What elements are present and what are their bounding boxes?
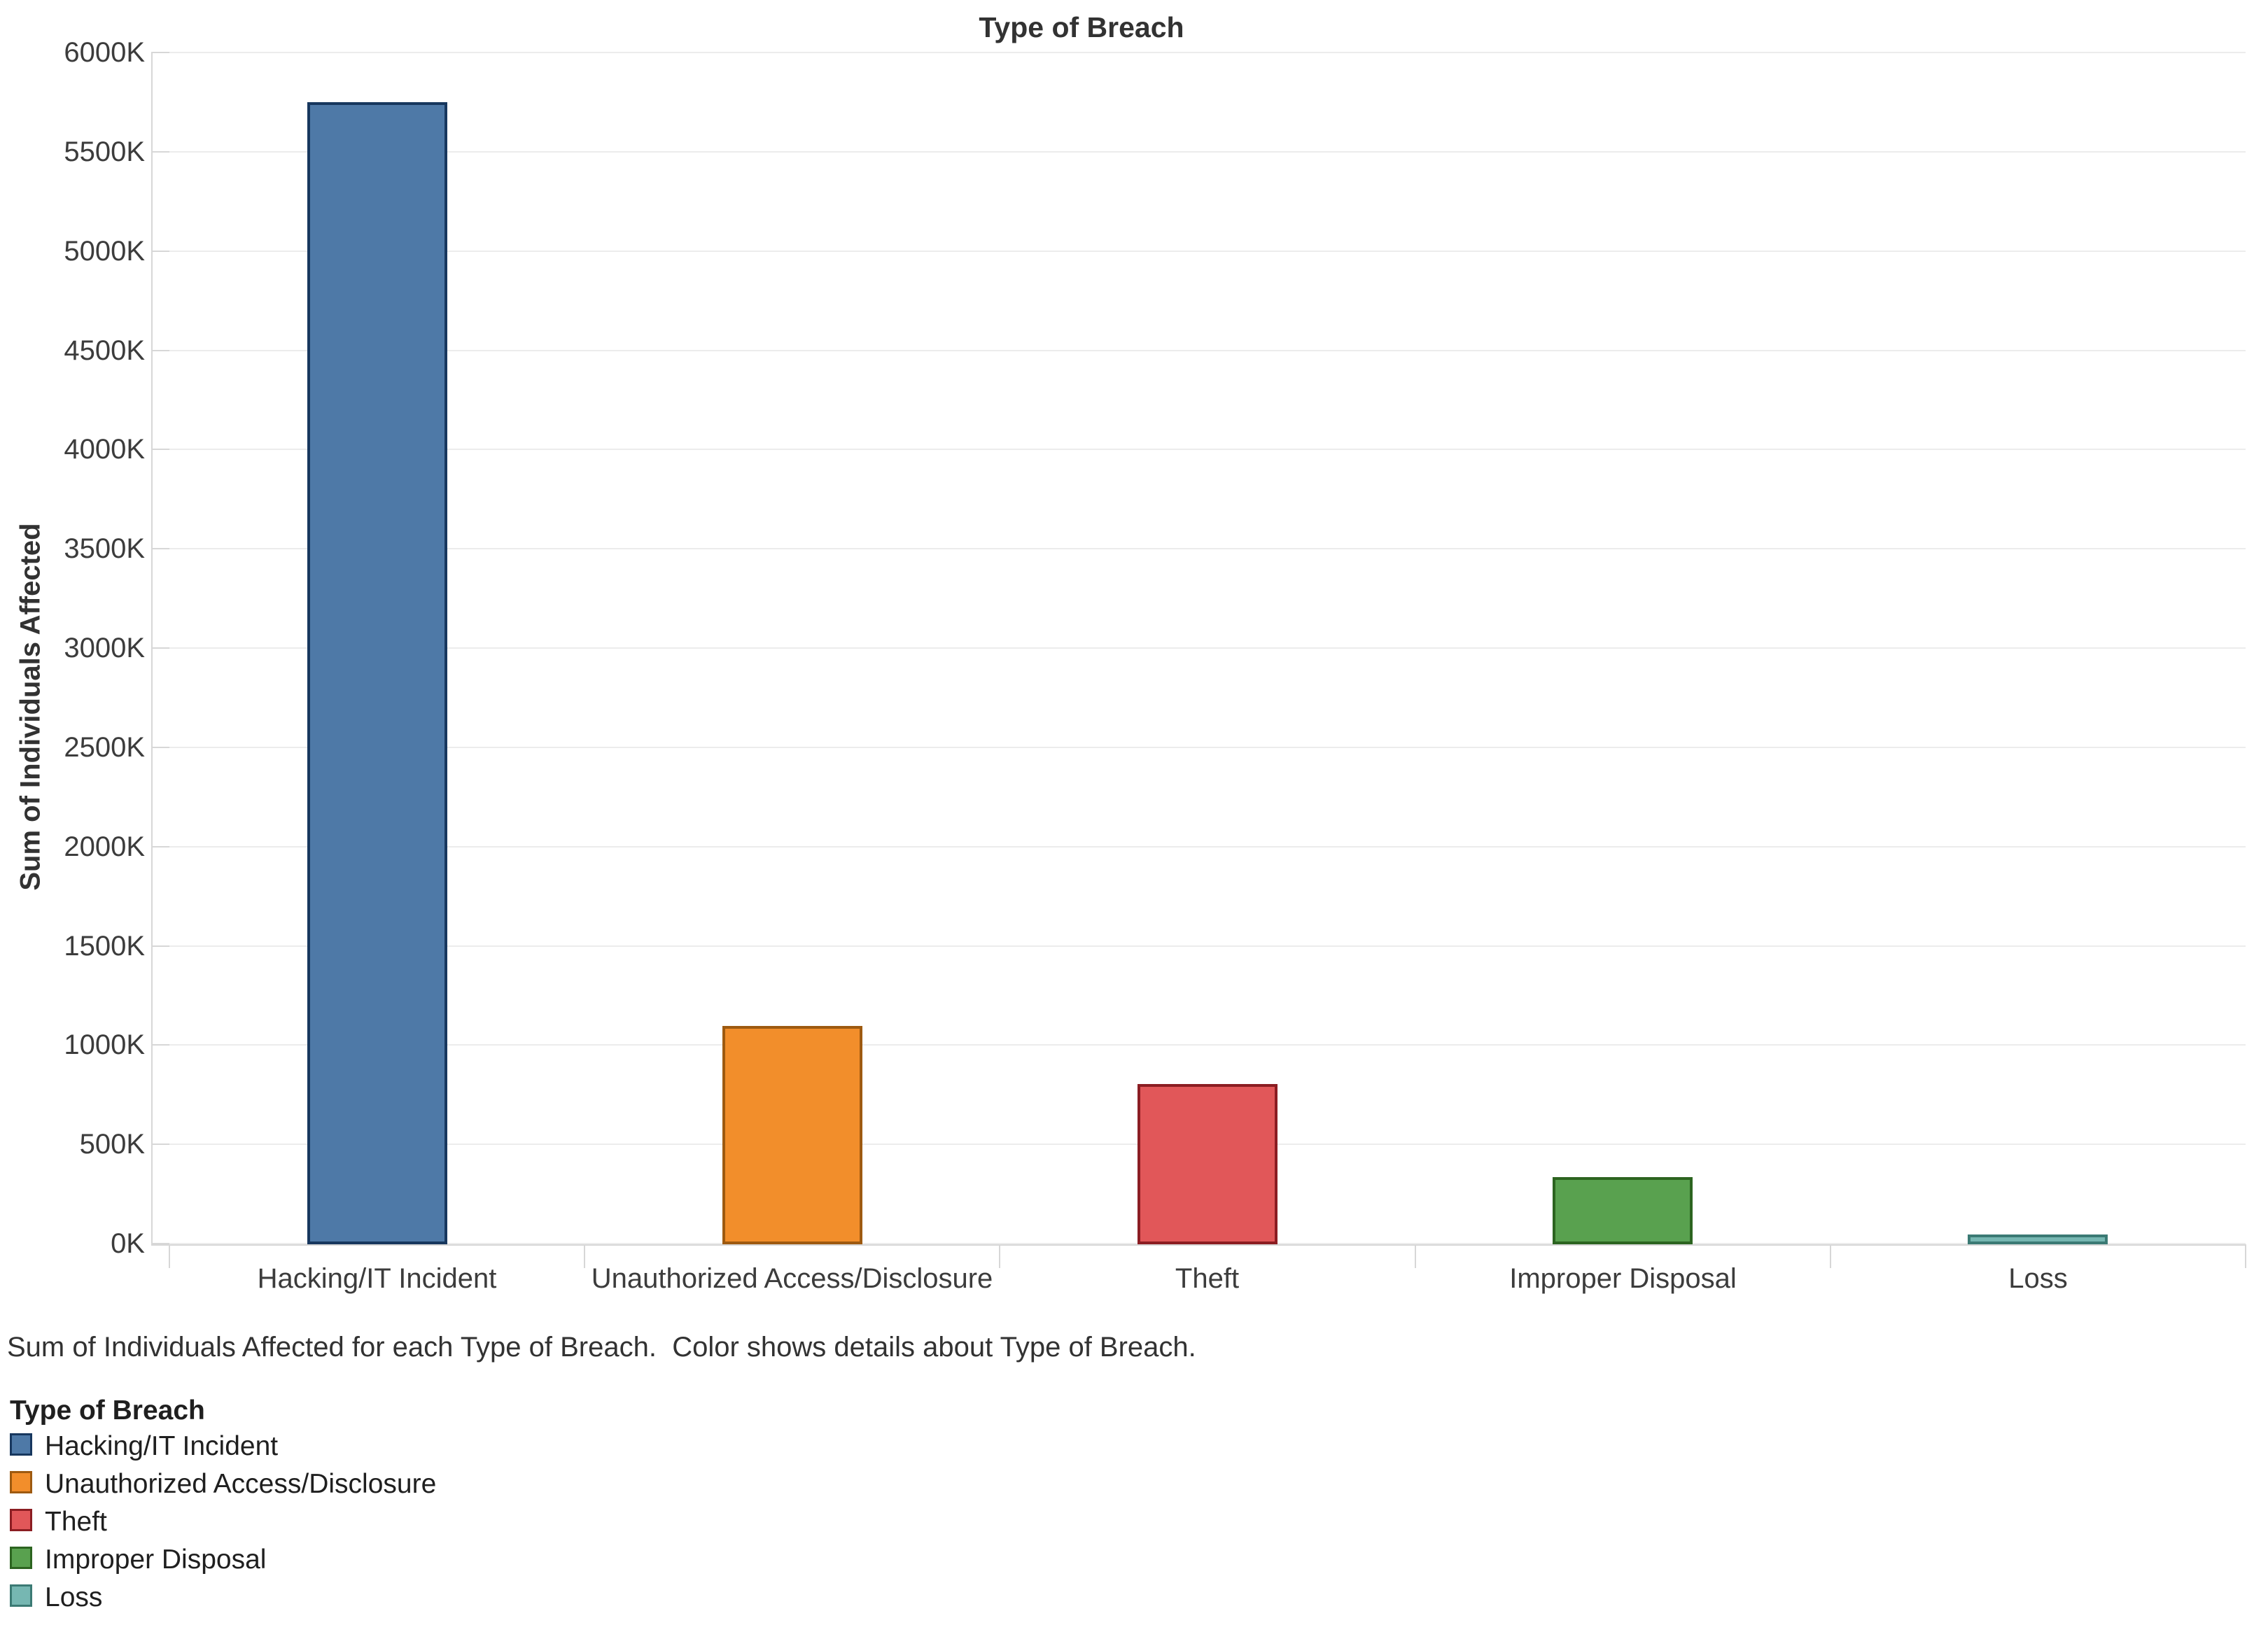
y-gridline xyxy=(169,151,2246,153)
y-axis-line xyxy=(151,52,153,1246)
y-axis-tick xyxy=(151,251,169,252)
legend-title: Type of Breach xyxy=(10,1395,205,1426)
legend-item-label: Theft xyxy=(45,1507,107,1537)
y-gridline xyxy=(169,747,2246,748)
category-label-loss: Loss xyxy=(2008,1263,2068,1294)
y-tick-label: 3500K xyxy=(64,533,145,564)
y-axis-tick xyxy=(151,747,169,748)
y-gridline xyxy=(169,548,2246,549)
y-axis-tick xyxy=(151,1144,169,1145)
y-axis-tick xyxy=(151,350,169,351)
y-tick-label: 500K xyxy=(79,1129,145,1160)
legend-swatch-hacking-it-incident xyxy=(10,1433,32,1456)
x-axis-line xyxy=(151,1244,2246,1246)
category-label-improper-disposal: Improper Disposal xyxy=(1509,1263,1737,1294)
y-tick-label: 5000K xyxy=(64,236,145,267)
y-axis-tick xyxy=(151,52,169,53)
x-axis-category-tick xyxy=(584,1244,585,1268)
y-axis-tick xyxy=(151,151,169,153)
y-tick-label: 1000K xyxy=(64,1029,145,1060)
y-axis-tick xyxy=(151,647,169,649)
y-axis-tick xyxy=(151,846,169,847)
y-gridline xyxy=(169,1044,2246,1046)
y-axis-tick xyxy=(151,1044,169,1046)
y-gridline xyxy=(169,647,2246,649)
bar-hacking-it-incident[interactable] xyxy=(307,102,447,1244)
x-axis-category-tick xyxy=(1830,1244,1831,1268)
y-axis-tick xyxy=(151,1243,169,1244)
legend-item-label: Loss xyxy=(45,1582,103,1612)
y-axis-tick xyxy=(151,548,169,549)
y-tick-label: 6000K xyxy=(64,37,145,68)
category-label-theft: Theft xyxy=(1175,1263,1240,1294)
bar-improper-disposal[interactable] xyxy=(1553,1177,1693,1244)
y-axis-tick xyxy=(151,945,169,947)
legend-swatch-loss xyxy=(10,1584,32,1607)
y-tick-label: 2500K xyxy=(64,732,145,763)
y-tick-label: 4500K xyxy=(64,335,145,366)
category-label-unauthorized-access-disclosure: Unauthorized Access/Disclosure xyxy=(591,1263,993,1294)
x-axis-category-tick xyxy=(169,1244,170,1268)
y-gridline xyxy=(169,846,2246,847)
category-label-hacking-it-incident: Hacking/IT Incident xyxy=(257,1263,497,1294)
y-gridline xyxy=(169,350,2246,351)
y-gridline xyxy=(169,449,2246,450)
y-tick-label: 4000K xyxy=(64,434,145,465)
chart-title: Type of Breach xyxy=(979,11,1184,43)
y-tick-label: 0K xyxy=(111,1228,145,1259)
bar-loss[interactable] xyxy=(1968,1234,2108,1244)
legend-item-label: Unauthorized Access/Disclosure xyxy=(45,1469,437,1499)
legend-item-label: Improper Disposal xyxy=(45,1545,267,1575)
bar-unauthorized-access-disclosure[interactable] xyxy=(722,1026,862,1244)
y-axis-tick xyxy=(151,449,169,450)
x-axis-category-tick xyxy=(2245,1244,2246,1268)
y-tick-label: 1500K xyxy=(64,931,145,962)
y-gridline xyxy=(169,52,2246,53)
y-gridline xyxy=(169,945,2246,947)
legend-swatch-unauthorized-access-disclosure xyxy=(10,1471,32,1493)
legend-swatch-theft xyxy=(10,1509,32,1531)
y-tick-label: 2000K xyxy=(64,831,145,862)
x-axis-category-tick xyxy=(999,1244,1000,1268)
x-axis-category-tick xyxy=(1415,1244,1416,1268)
bar-theft[interactable] xyxy=(1138,1084,1278,1244)
legend-item-label: Hacking/IT Incident xyxy=(45,1431,279,1461)
y-tick-label: 5500K xyxy=(64,136,145,167)
y-tick-label: 3000K xyxy=(64,633,145,663)
chart-caption: Sum of Individuals Affected for each Typ… xyxy=(7,1332,1196,1363)
legend-swatch-improper-disposal xyxy=(10,1547,32,1569)
y-gridline xyxy=(169,251,2246,252)
